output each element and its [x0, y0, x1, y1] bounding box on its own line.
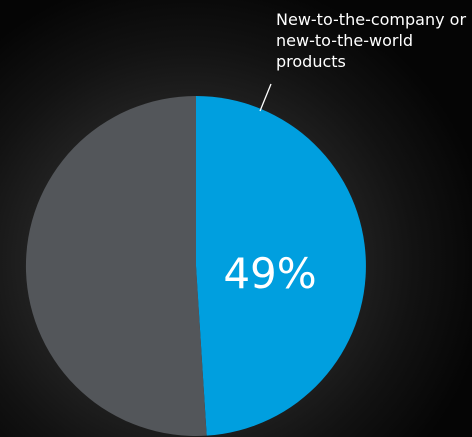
pie-slice-0 — [196, 96, 366, 436]
slice-value-label: 49% — [223, 249, 316, 298]
callout-leader-line — [259, 83, 272, 112]
pie-slice-1 — [25, 96, 207, 436]
pie-slices — [25, 96, 366, 436]
slice-callout-label: New-to-the-company or new-to-the-world p… — [276, 10, 467, 71]
